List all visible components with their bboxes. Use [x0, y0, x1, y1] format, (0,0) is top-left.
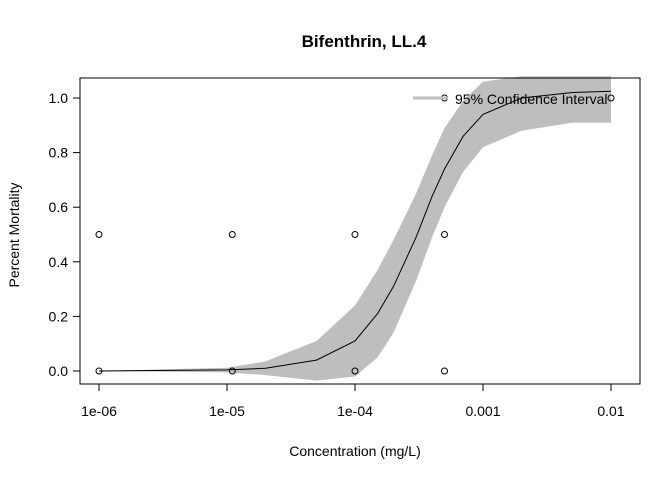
data-point: [228, 367, 236, 375]
data-point: [607, 94, 615, 102]
chart-title: Bifenthrin, LL.4: [302, 32, 427, 51]
legend: 95% Confidence Interval: [413, 91, 608, 107]
y-axis-label: Percent Mortality: [6, 182, 22, 287]
axes-layer: 1e-06 1e-05 1e-04 0.001 0.01 0.0 0.2 0.4 0.6 0.8 1…: [49, 90, 625, 419]
legend-label: 95% Confidence Interval: [455, 91, 608, 107]
x-tick-label: 1e-04: [337, 403, 373, 419]
x-tick-label: 1e-05: [209, 403, 245, 419]
y-tick-label: 0.0: [49, 363, 69, 379]
y-tick-label: 1.0: [49, 90, 69, 106]
y-tick-label: 0.4: [49, 254, 69, 270]
y-tick-label: 0.6: [49, 199, 69, 215]
confidence-band: [99, 76, 611, 381]
fitted-curve: [98, 90, 612, 372]
data-point: [95, 231, 103, 238]
y-tick-label: 0.2: [49, 308, 69, 324]
x-tick-label: 0.01: [597, 403, 624, 419]
x-tick-label: 0.001: [465, 403, 500, 419]
x-tick-label: 1e-06: [81, 403, 117, 419]
y-tick-label: 0.8: [49, 145, 69, 161]
fitted-curve-layer: [98, 90, 612, 372]
data-point: [441, 367, 448, 375]
confidence-band-layer: [99, 76, 611, 381]
x-axis-label: Concentration (mg/L): [289, 443, 421, 459]
data-point: [228, 231, 236, 238]
data-point: [351, 231, 359, 238]
data-point: [95, 367, 103, 375]
data-points-layer: [95, 94, 615, 375]
data-point: [351, 367, 359, 375]
data-point: [441, 231, 448, 238]
